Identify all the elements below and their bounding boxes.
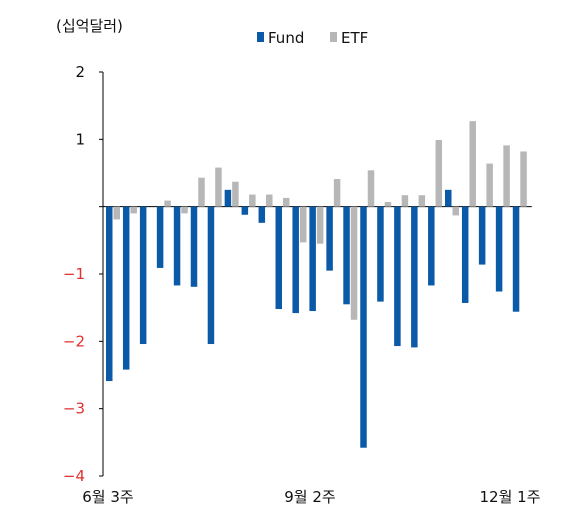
fund-bar — [241, 206, 249, 215]
fund-bar — [428, 206, 435, 286]
y-tick-label: −1 — [63, 265, 85, 283]
etf-bar — [249, 194, 256, 207]
etf-bar — [350, 206, 358, 320]
x-tick-label: 9월 2주 — [284, 488, 335, 506]
etf-bar — [266, 194, 273, 207]
fund-bar — [445, 189, 452, 207]
fund-bar — [292, 206, 299, 314]
fund-bar — [207, 206, 215, 345]
fund-bar — [343, 206, 350, 305]
x-axis-ticks: 6월 3주 9월 2주 12월 1주 — [82, 488, 540, 506]
fund-bar — [275, 206, 282, 310]
etf-bar — [486, 163, 493, 207]
etf-bar — [503, 145, 510, 207]
etf-bar — [384, 201, 392, 207]
legend-label-1: Fund — [268, 29, 304, 47]
fund-bar — [512, 206, 520, 312]
etf-bar — [232, 181, 239, 207]
etf-bar — [215, 167, 222, 207]
y-axis-ticks: 2 1 −1 −2 −3 −4 — [63, 63, 103, 485]
legend: Fund ETF — [257, 29, 368, 47]
etf-bar — [452, 206, 459, 216]
fund-bar — [478, 206, 486, 265]
fund-bar — [461, 206, 469, 303]
fund-bar — [122, 206, 130, 370]
fund-bar — [139, 206, 147, 345]
fund-bar — [394, 206, 401, 347]
unit-label: (십억달러) — [56, 17, 123, 35]
fund-bar — [156, 206, 164, 268]
etf-bar — [469, 121, 476, 207]
fund-bar — [173, 206, 181, 286]
etf-bar — [418, 195, 426, 207]
etf-bar — [367, 170, 375, 207]
y-tick-label: 2 — [75, 63, 85, 81]
etf-bar — [520, 151, 527, 207]
fund-bar — [224, 189, 232, 207]
fund-bar — [258, 206, 266, 223]
x-tick-label: 6월 3주 — [82, 488, 133, 506]
fund-bar — [309, 206, 316, 312]
y-tick-label: −2 — [63, 332, 85, 350]
etf-bar — [181, 206, 188, 214]
y-tick-label: −4 — [63, 467, 85, 485]
fund-bar — [106, 206, 113, 382]
fund-bar — [411, 206, 418, 348]
x-tick-label: 12월 1주 — [480, 488, 541, 506]
legend-swatch-2 — [330, 32, 337, 42]
fund-bar — [326, 206, 333, 271]
etf-bar — [299, 206, 307, 243]
etf-bar — [113, 206, 120, 220]
fund-bar — [495, 206, 503, 292]
etf-bar — [435, 140, 443, 207]
fund-bar — [360, 206, 367, 448]
fund-bar — [377, 206, 384, 302]
y-tick-label: −3 — [63, 400, 85, 418]
etf-bar — [130, 206, 137, 214]
bars — [106, 121, 527, 448]
etf-bar — [333, 179, 341, 207]
etf-bar — [198, 177, 205, 207]
etf-bar — [401, 195, 409, 207]
etf-bar — [164, 200, 171, 207]
fund-bar — [190, 206, 198, 287]
etf-bar — [316, 206, 324, 244]
y-tick-label: 1 — [75, 130, 85, 148]
legend-label-2: ETF — [341, 29, 368, 47]
legend-swatch-1 — [257, 32, 264, 42]
etf-bar — [283, 197, 290, 207]
